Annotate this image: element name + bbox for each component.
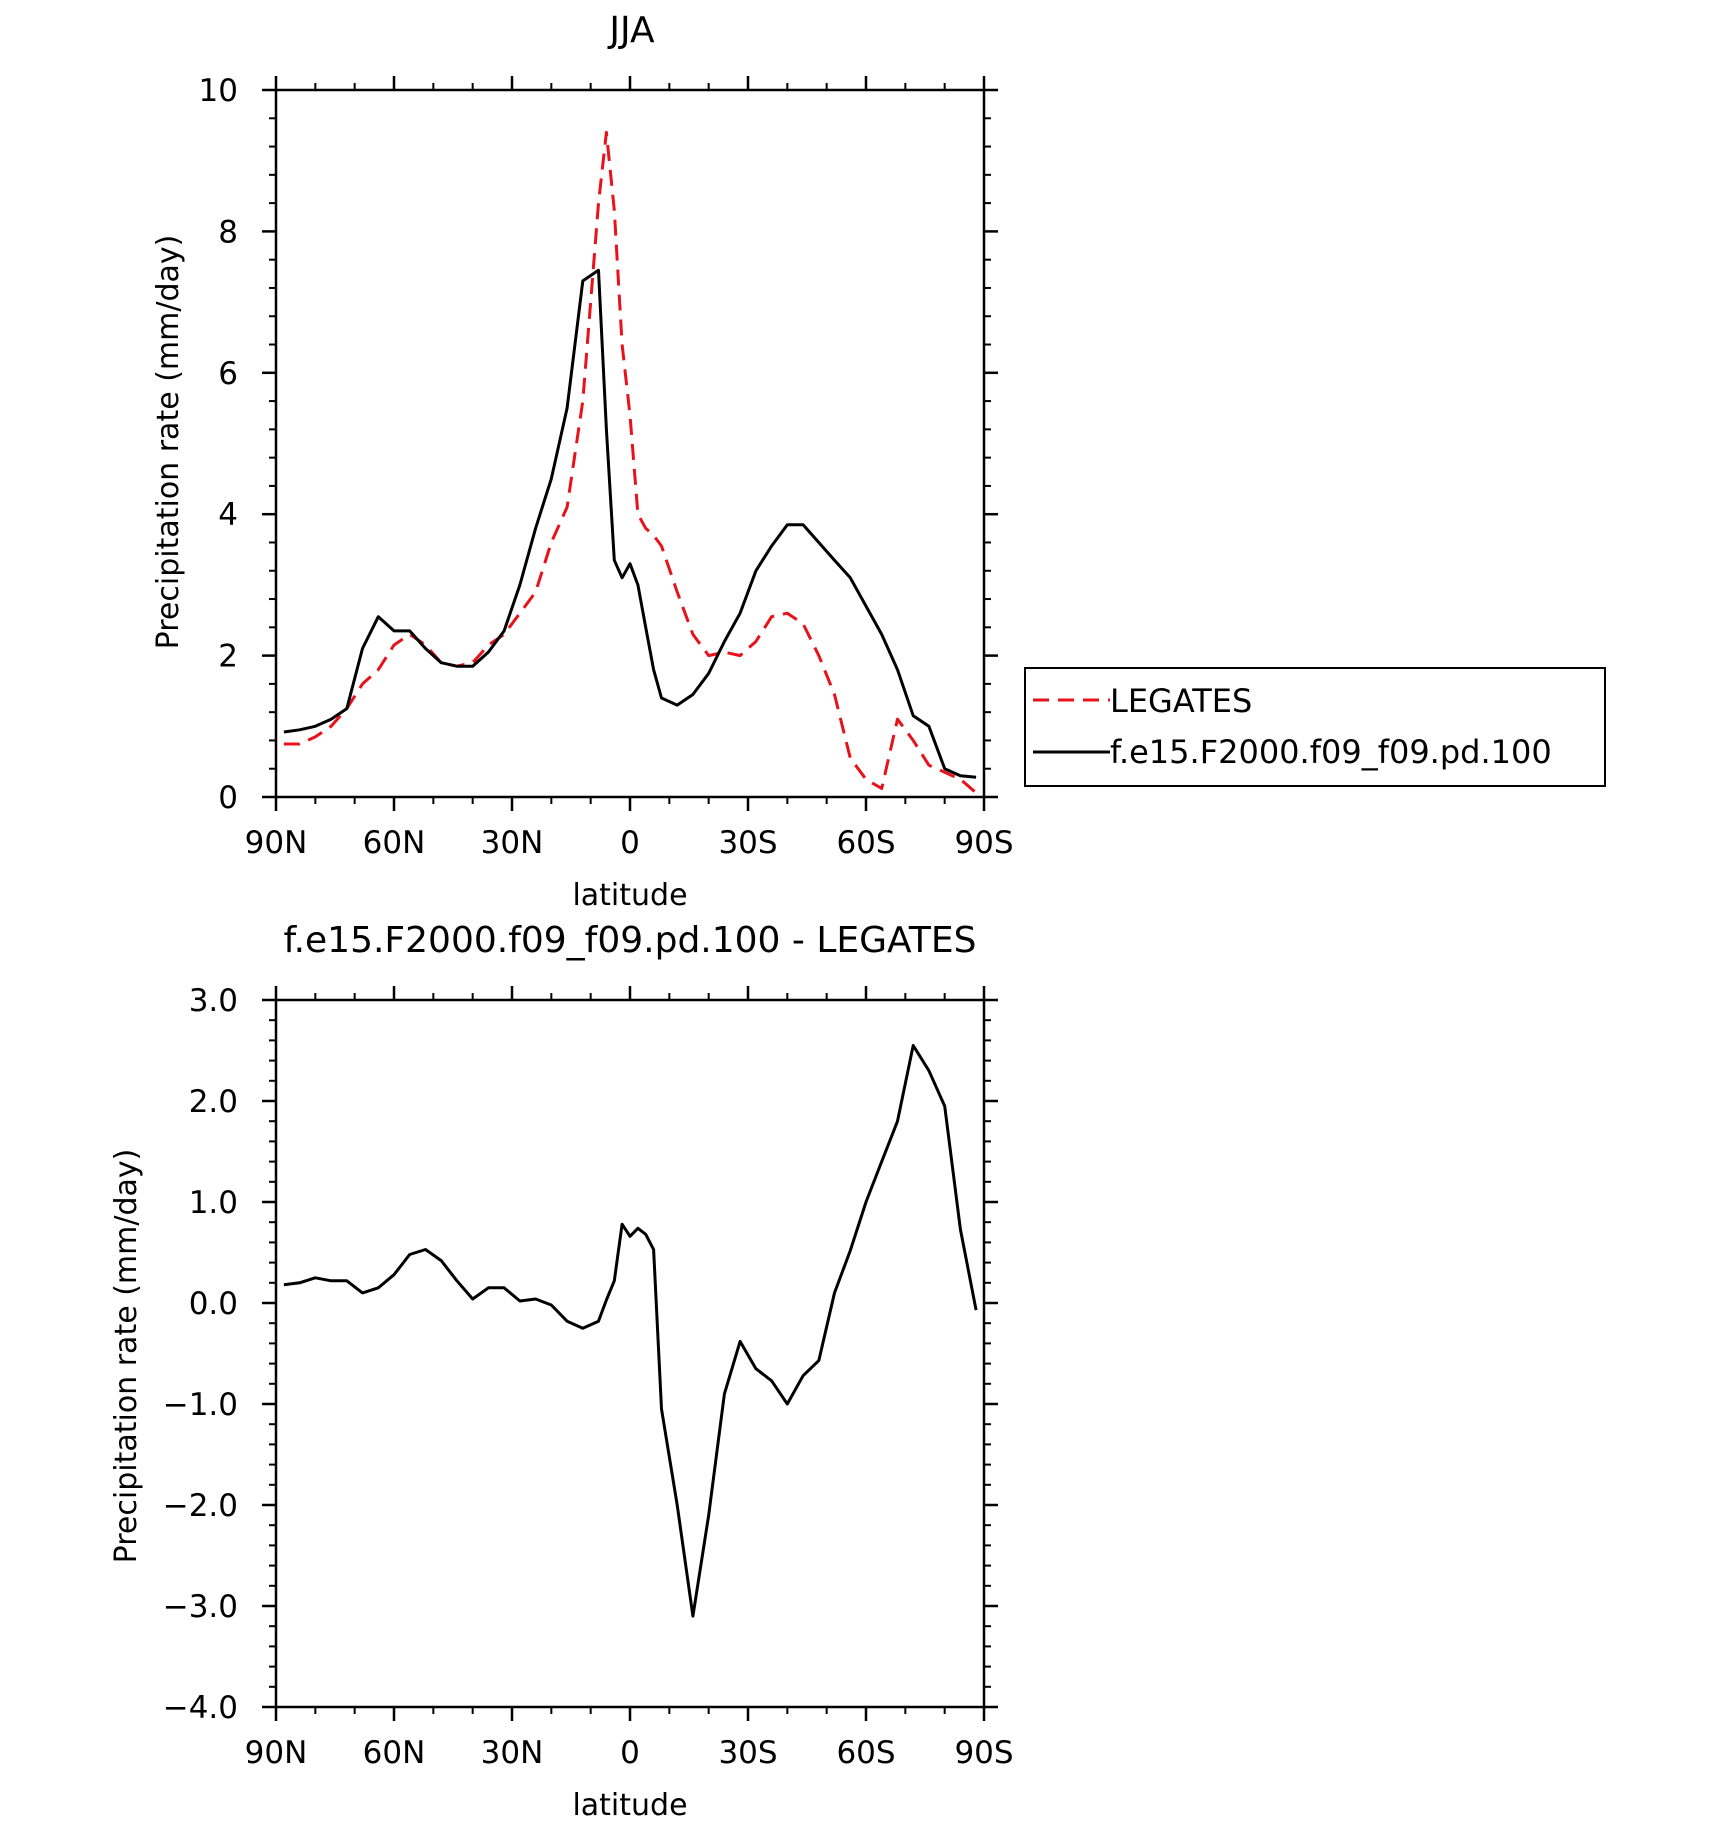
- y-tick-label: 2: [218, 639, 238, 675]
- y-tick-label: 4: [218, 497, 238, 533]
- x-tick-label: 30N: [481, 1735, 544, 1771]
- y-axis-label: Precipitation rate (mm/day): [151, 235, 186, 650]
- y-tick-label: 0: [218, 780, 238, 816]
- y-tick-label: 8: [218, 214, 238, 250]
- y-tick-label: 6: [218, 356, 238, 392]
- x-tick-label: 90S: [954, 825, 1013, 861]
- chart-title: f.e15.F2000.f09_f09.pd.100 - LEGATES: [284, 920, 977, 961]
- y-axis-label: Precipitation rate (mm/day): [109, 1149, 144, 1564]
- series-line-legates: [283, 130, 978, 794]
- y-tick-label: 10: [199, 73, 238, 109]
- difference-panel: f.e15.F2000.f09_f09.pd.100 - LEGATES 90N…: [109, 920, 1014, 1822]
- legend-box: [1024, 667, 1606, 787]
- y-tick-label: −3.0: [163, 1589, 238, 1625]
- plot-frame: [274, 88, 986, 799]
- series-line-model: [283, 268, 977, 779]
- x-tick-label: 60N: [363, 825, 426, 861]
- series-group: [283, 1044, 978, 1618]
- y-tick-label: 2.0: [189, 1084, 238, 1120]
- x-tick-label: 90S: [954, 1735, 1013, 1771]
- y-tick-label: 3.0: [189, 983, 238, 1019]
- x-axis-label: latitude: [572, 1788, 687, 1822]
- x-tick-label: 90N: [245, 825, 308, 861]
- axis-ticks: 90N 60N 30N 0 30S 60S 90S 0 2 4 6 8 10: [199, 73, 1014, 861]
- legend: LEGATES f.e15.F2000.f09_f09.pd.100: [1024, 667, 1606, 787]
- series-line-difference: [283, 1044, 978, 1618]
- legend-label-model: f.e15.F2000.f09_f09.pd.100: [1110, 733, 1552, 771]
- x-tick-label: 60S: [836, 1735, 895, 1771]
- axis-ticks: 90N 60N 30N 0 30S 60S 90S −4.0 −3.0 −2.0 −1.0 0.0 1.…: [163, 983, 1014, 1771]
- series-group: [283, 130, 978, 794]
- x-tick-label: 0: [620, 1735, 640, 1771]
- x-tick-label: 30S: [718, 825, 777, 861]
- y-tick-label: −4.0: [163, 1690, 238, 1726]
- y-tick-label: −1.0: [163, 1387, 238, 1423]
- x-tick-label: 60S: [836, 825, 895, 861]
- x-tick-label: 90N: [245, 1735, 308, 1771]
- x-axis-label: latitude: [572, 878, 687, 913]
- y-tick-label: −2.0: [163, 1488, 238, 1524]
- legend-label-legates: LEGATES: [1110, 682, 1252, 720]
- x-tick-label: 30N: [481, 825, 544, 861]
- y-tick-label: 0.0: [189, 1286, 238, 1322]
- chart-title: JJA: [607, 10, 655, 51]
- y-tick-label: 1.0: [189, 1185, 238, 1221]
- plot-frame: [274, 998, 986, 1709]
- x-tick-label: 0: [620, 825, 640, 861]
- x-tick-label: 30S: [718, 1735, 777, 1771]
- x-tick-label: 60N: [363, 1735, 426, 1771]
